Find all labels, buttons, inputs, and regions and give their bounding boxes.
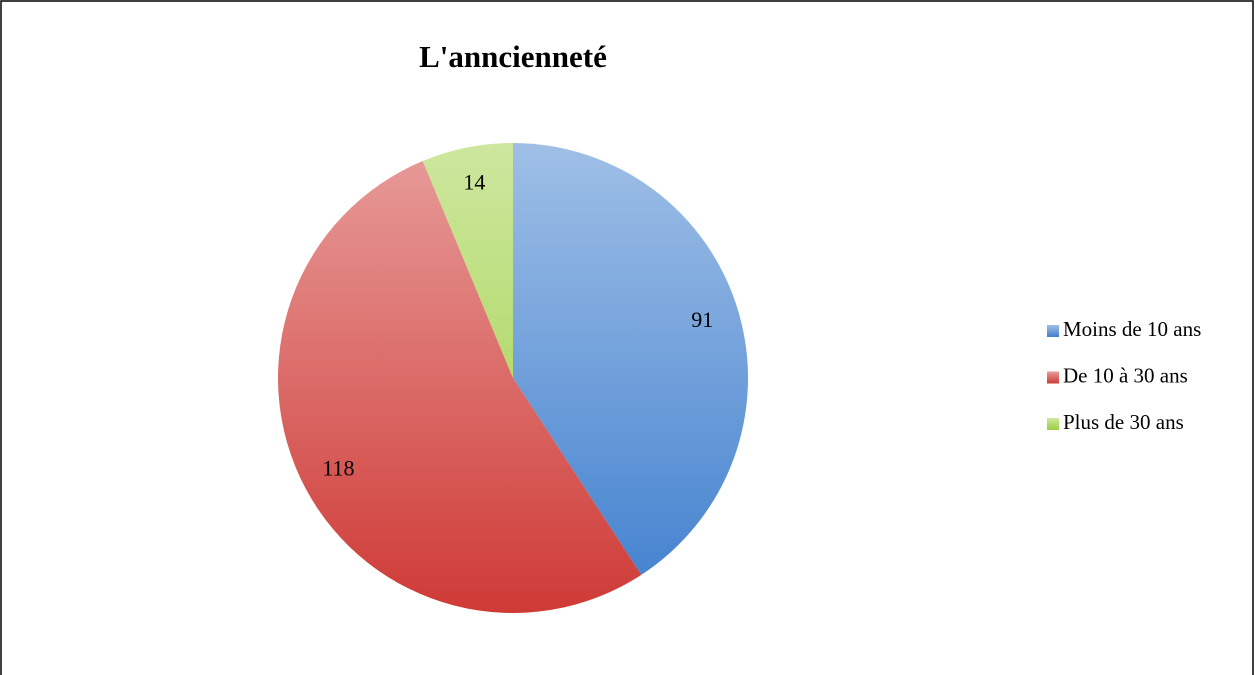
legend-label: De 10 à 30 ans <box>1063 363 1188 387</box>
legend-swatch <box>1047 371 1059 384</box>
pie-slice <box>513 143 748 575</box>
data-label: 14 <box>463 169 485 194</box>
pie-slice <box>422 143 513 378</box>
pie-slice <box>277 161 642 614</box>
legend-swatch <box>1047 418 1059 430</box>
legend-label: Moins de 10 ans <box>1063 317 1201 341</box>
data-label: 91 <box>691 307 713 332</box>
legend-swatch <box>1047 325 1059 337</box>
data-label: 118 <box>322 455 354 480</box>
legend-label: Plus de 30 ans <box>1063 410 1184 434</box>
chart-title: L'anncienneté <box>419 39 607 74</box>
